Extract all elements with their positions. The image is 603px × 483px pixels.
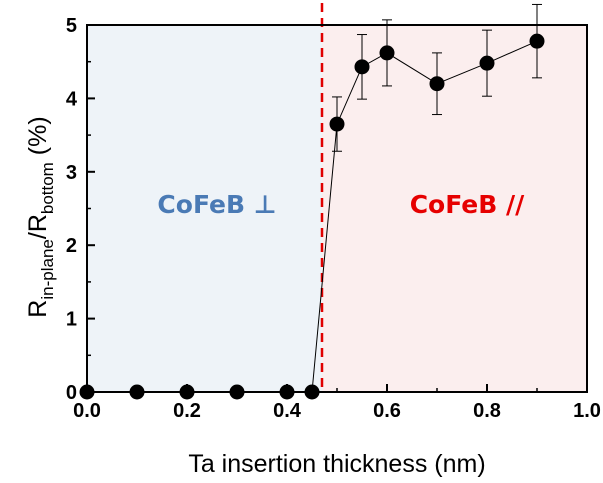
y-axis-title-sub-bottom: bottom (38, 162, 57, 214)
x-axis-title: Ta insertion thickness (nm) (188, 450, 485, 478)
y-axis-title-slash-r: /R (24, 214, 52, 239)
y-axis-title: Rin-plane/Rbottom (%) (24, 116, 57, 317)
y-tick-label: 4 (66, 88, 78, 110)
y-tick-label: 0 (66, 382, 77, 404)
region-label-0: CoFeB ⊥ (157, 190, 276, 219)
y-tick-label: 5 (66, 15, 77, 37)
x-tick-label: 1.0 (573, 400, 601, 422)
x-tick-label: 0.0 (73, 400, 101, 422)
y-axis-title-sub-inplane: in-plane (38, 239, 57, 300)
y-tick-label: 1 (66, 309, 77, 331)
data-point (479, 55, 495, 71)
data-point (529, 33, 545, 49)
x-tick-label: 0.2 (173, 400, 201, 422)
x-tick-label: 0.4 (273, 400, 302, 422)
y-tick-label: 3 (66, 162, 77, 184)
region-shade-0 (87, 25, 322, 392)
data-point (429, 76, 445, 92)
y-axis-title-unit: (%) (24, 116, 52, 162)
region-shade-1 (322, 25, 587, 392)
x-tick-label: 0.8 (473, 400, 501, 422)
x-tick-label: 0.6 (373, 400, 401, 422)
data-point (329, 116, 345, 132)
region-label-1: CoFeB // (410, 190, 525, 219)
data-point (354, 59, 370, 75)
plot-frame (86, 24, 588, 393)
y-tick-label: 2 (66, 235, 77, 257)
data-point (379, 45, 395, 61)
y-axis-title-r: R (24, 300, 52, 318)
